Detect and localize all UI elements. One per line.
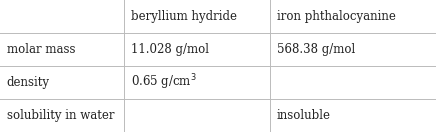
Text: insoluble: insoluble (277, 109, 331, 122)
Text: density: density (7, 76, 50, 89)
Text: 0.65 g/cm$^3$: 0.65 g/cm$^3$ (131, 73, 197, 92)
Text: molar mass: molar mass (7, 43, 75, 56)
Text: 11.028 g/mol: 11.028 g/mol (131, 43, 209, 56)
Text: solubility in water: solubility in water (7, 109, 114, 122)
Text: 568.38 g/mol: 568.38 g/mol (277, 43, 355, 56)
Text: iron phthalocyanine: iron phthalocyanine (277, 10, 396, 23)
Text: beryllium hydride: beryllium hydride (131, 10, 237, 23)
